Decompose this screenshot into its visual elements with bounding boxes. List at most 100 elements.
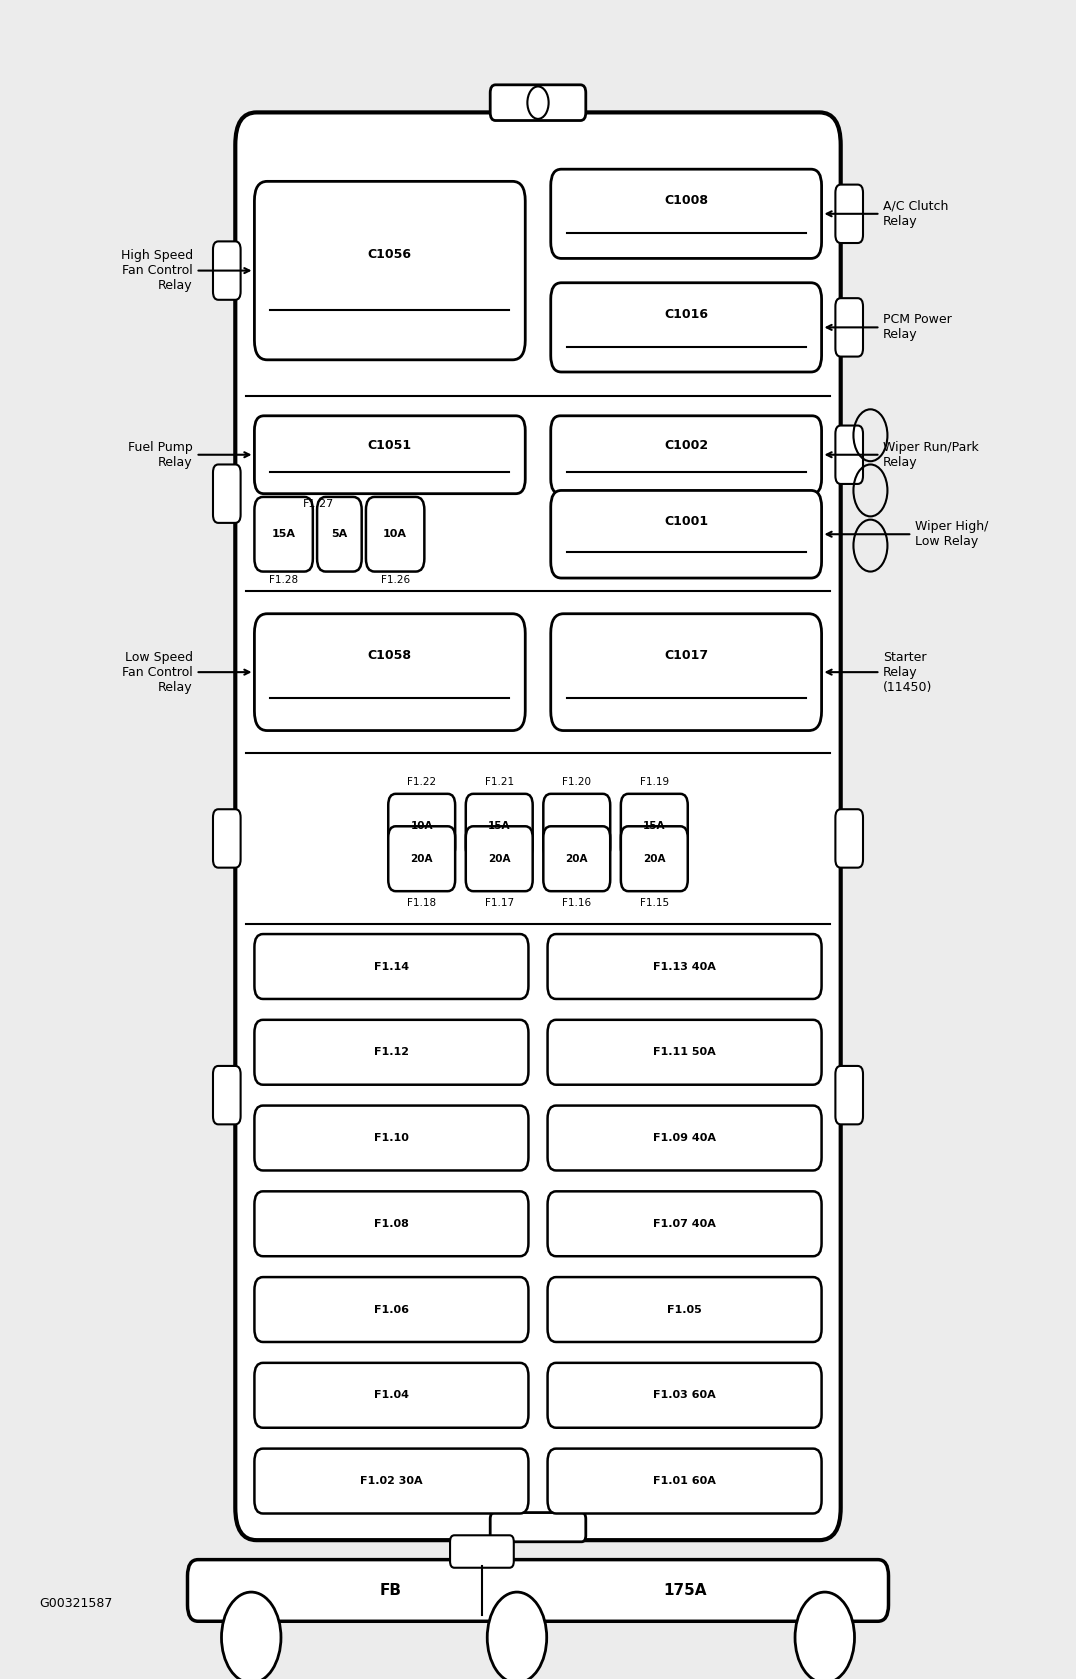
Text: F1.08: F1.08 [374,1219,409,1229]
Text: G00321587: G00321587 [39,1597,112,1610]
FancyBboxPatch shape [835,809,863,868]
Circle shape [487,1592,547,1679]
Text: 175A: 175A [664,1583,707,1598]
Text: F1.07 40A: F1.07 40A [653,1219,716,1229]
Text: F1.02 30A: F1.02 30A [360,1476,423,1486]
FancyBboxPatch shape [213,242,241,301]
FancyBboxPatch shape [450,1535,513,1568]
FancyBboxPatch shape [388,826,455,892]
Circle shape [795,1592,854,1679]
FancyBboxPatch shape [254,1105,528,1170]
Text: C1016: C1016 [664,307,708,321]
Text: F1.22: F1.22 [407,777,436,787]
Text: F1.10: F1.10 [374,1133,409,1143]
FancyBboxPatch shape [254,416,525,494]
Text: 15A: 15A [271,529,296,539]
FancyBboxPatch shape [213,809,241,868]
FancyBboxPatch shape [548,1192,822,1256]
Text: C1002: C1002 [664,438,708,452]
Text: F1.11 50A: F1.11 50A [653,1048,716,1058]
Text: F1.19: F1.19 [640,777,669,787]
FancyBboxPatch shape [548,1105,822,1170]
FancyBboxPatch shape [254,1278,528,1342]
Text: C1058: C1058 [368,650,412,663]
Text: Fuel Pump
Relay: Fuel Pump Relay [128,442,250,468]
Text: 20A: 20A [410,853,433,863]
FancyBboxPatch shape [254,181,525,359]
Text: C1056: C1056 [368,248,412,260]
Text: PCM Power
Relay: PCM Power Relay [826,314,952,341]
FancyBboxPatch shape [835,185,863,243]
FancyBboxPatch shape [543,794,610,858]
Text: F1.04: F1.04 [374,1390,409,1400]
FancyBboxPatch shape [213,465,241,522]
FancyBboxPatch shape [254,497,313,571]
FancyBboxPatch shape [548,1363,822,1427]
Text: Wiper Run/Park
Relay: Wiper Run/Park Relay [826,442,979,468]
FancyBboxPatch shape [548,1278,822,1342]
FancyBboxPatch shape [835,1066,863,1125]
Text: F1.03 60A: F1.03 60A [653,1390,716,1400]
FancyBboxPatch shape [551,490,822,578]
Text: Wiper High/
Low Relay: Wiper High/ Low Relay [826,520,989,549]
FancyBboxPatch shape [543,826,610,892]
Text: F1.14: F1.14 [373,962,409,972]
Text: F1.09 40A: F1.09 40A [653,1133,716,1143]
FancyBboxPatch shape [491,86,585,121]
Text: F1.16: F1.16 [562,898,592,908]
Circle shape [222,1592,281,1679]
FancyBboxPatch shape [254,1449,528,1513]
Text: F1.13 40A: F1.13 40A [653,962,716,972]
FancyBboxPatch shape [466,826,533,892]
Text: F1.06: F1.06 [374,1305,409,1315]
Text: F1.01 60A: F1.01 60A [653,1476,716,1486]
FancyBboxPatch shape [491,1513,585,1541]
FancyBboxPatch shape [621,826,688,892]
FancyBboxPatch shape [254,1019,528,1085]
FancyBboxPatch shape [213,1066,241,1125]
FancyBboxPatch shape [187,1560,889,1622]
Text: F1.17: F1.17 [484,898,514,908]
FancyBboxPatch shape [551,170,822,259]
Text: F1.21: F1.21 [484,777,514,787]
FancyBboxPatch shape [548,1019,822,1085]
Text: 20A: 20A [643,853,666,863]
FancyBboxPatch shape [548,934,822,999]
FancyBboxPatch shape [551,282,822,373]
Text: F1.05: F1.05 [667,1305,702,1315]
FancyBboxPatch shape [317,497,362,571]
Text: F1.27: F1.27 [302,499,334,509]
Text: F1.28: F1.28 [269,574,298,584]
Text: F1.26: F1.26 [381,574,410,584]
FancyBboxPatch shape [551,615,822,730]
FancyBboxPatch shape [254,1192,528,1256]
Text: C1008: C1008 [664,195,708,207]
Text: C1017: C1017 [664,650,708,663]
Text: F1.20: F1.20 [563,777,592,787]
Text: 10A: 10A [410,821,433,831]
FancyBboxPatch shape [548,1449,822,1513]
FancyBboxPatch shape [621,794,688,858]
FancyBboxPatch shape [254,1363,528,1427]
FancyBboxPatch shape [551,416,822,494]
FancyBboxPatch shape [254,934,528,999]
Text: Low Speed
Fan Control
Relay: Low Speed Fan Control Relay [122,651,250,693]
Text: High Speed
Fan Control
Relay: High Speed Fan Control Relay [121,248,250,292]
FancyBboxPatch shape [254,615,525,730]
Text: 15A: 15A [643,821,666,831]
Text: F1.18: F1.18 [407,898,436,908]
Text: 20A: 20A [566,853,587,863]
Text: A/C Clutch
Relay: A/C Clutch Relay [826,200,949,228]
Text: C1051: C1051 [368,438,412,452]
FancyBboxPatch shape [835,425,863,484]
FancyBboxPatch shape [466,794,533,858]
FancyBboxPatch shape [835,299,863,356]
Text: Starter
Relay
(11450): Starter Relay (11450) [826,651,933,693]
Text: C1001: C1001 [664,515,708,527]
Text: 10A: 10A [383,529,407,539]
Text: FB: FB [380,1583,401,1598]
Text: 20A: 20A [489,853,510,863]
FancyBboxPatch shape [388,794,455,858]
FancyBboxPatch shape [366,497,424,571]
Text: 15A: 15A [489,821,510,831]
